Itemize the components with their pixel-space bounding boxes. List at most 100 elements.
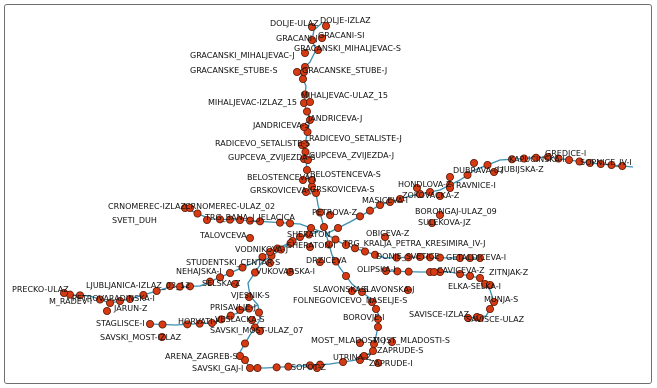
route-stop-marker[interactable] — [217, 315, 226, 324]
stop-selska-z-marker[interactable] — [230, 279, 239, 288]
stop-zaprude-s-marker[interactable] — [368, 346, 377, 355]
route-stop-marker[interactable] — [341, 271, 350, 280]
route-stop-marker[interactable] — [244, 304, 253, 313]
stop-folnegovicevo-naselje-s-marker[interactable] — [367, 297, 376, 306]
route-stop-marker[interactable] — [350, 244, 359, 253]
route-stop-marker[interactable] — [357, 287, 366, 296]
route-stop-marker[interactable] — [393, 267, 402, 276]
route-stop-marker[interactable] — [465, 253, 474, 262]
stop-gredice-i-marker[interactable] — [544, 152, 553, 161]
stop-crnomerec-ulaz-02-marker[interactable] — [185, 203, 194, 212]
route-stop-marker[interactable] — [285, 219, 294, 228]
route-stop-marker[interactable] — [565, 155, 574, 164]
route-stop-marker[interactable] — [276, 245, 285, 254]
stop-grskoviceva-j-marker[interactable] — [301, 187, 310, 196]
stop-vukovarska-i-marker[interactable] — [285, 267, 294, 276]
route-stop-marker[interactable] — [272, 363, 281, 372]
stop-hondlova-z-marker[interactable] — [412, 183, 421, 192]
stop-sopnice-iv-i-marker[interactable] — [586, 158, 595, 167]
route-stop-marker[interactable] — [455, 253, 464, 262]
stop-savski-most-ulaz-07-marker[interactable] — [255, 326, 264, 335]
stop-studentski-centar-s-marker[interactable] — [265, 258, 274, 267]
stop-utrina-z-marker[interactable] — [355, 355, 364, 364]
stop-slavonska-j-marker[interactable] — [403, 285, 412, 294]
route-stop-marker[interactable] — [365, 206, 374, 215]
route-stop-marker[interactable] — [338, 357, 347, 366]
route-stop-marker[interactable] — [554, 154, 563, 163]
stop-most-mladosti-s-marker[interactable] — [387, 337, 396, 346]
route-stop-marker[interactable] — [298, 75, 307, 84]
stop-ljubljanica-izlaz-03-12-marker[interactable] — [165, 281, 174, 290]
stop-nehajska-i-marker[interactable] — [225, 268, 234, 277]
stop-zokovacka-z-marker[interactable] — [435, 191, 444, 200]
stop-belostenceva-j-marker[interactable] — [298, 175, 307, 184]
route-stop-marker[interactable] — [195, 319, 204, 328]
route-stop-marker[interactable] — [520, 154, 529, 163]
stop-petrova-z-marker[interactable] — [325, 210, 334, 219]
route-stop-marker[interactable] — [425, 253, 434, 262]
route-stop-marker[interactable] — [254, 308, 263, 317]
route-stop-marker[interactable] — [175, 282, 184, 291]
stop-mihaljevac-ulaz-15-marker[interactable] — [305, 98, 314, 107]
route-stop-marker[interactable] — [139, 290, 148, 299]
stop-savski-gaj-i-marker[interactable] — [245, 363, 254, 372]
route-stop-marker[interactable] — [404, 267, 413, 276]
route-stop-marker[interactable] — [284, 362, 293, 371]
route-stop-marker[interactable] — [355, 212, 364, 221]
stop-elka-selka-i-marker[interactable] — [485, 280, 494, 289]
route-stop-marker[interactable] — [607, 160, 616, 169]
route-stop-marker[interactable] — [215, 273, 224, 282]
route-stop-marker[interactable] — [225, 215, 234, 224]
stop-arena-zagreb-s-marker[interactable] — [235, 351, 244, 360]
stop-prisavlje-j-marker[interactable] — [235, 305, 244, 314]
route-stop-marker[interactable] — [76, 291, 85, 300]
route-stop-marker[interactable] — [425, 187, 434, 196]
route-stop-marker[interactable] — [116, 296, 125, 305]
stop-kapucinska-i-marker[interactable] — [469, 158, 478, 167]
stop-precko-ulaz-marker[interactable] — [60, 288, 69, 297]
stop-obiceva-z-marker[interactable] — [380, 232, 389, 241]
stop-staglisce-i-marker[interactable] — [145, 319, 154, 328]
stop-grskoviceva-s-marker[interactable] — [311, 188, 320, 197]
stop-sheraton-marker[interactable] — [295, 232, 304, 241]
stop-jarun-z-marker[interactable] — [103, 306, 112, 315]
stop-ravnice-i-marker[interactable] — [445, 183, 454, 192]
route-stop-marker[interactable] — [305, 361, 314, 370]
route-stop-marker[interactable] — [183, 320, 192, 329]
route-stop-marker[interactable] — [245, 216, 254, 225]
route-stop-marker[interactable] — [507, 155, 516, 164]
route-stop-marker[interactable] — [392, 253, 401, 262]
route-stop-marker[interactable] — [404, 253, 413, 262]
stop-trg-bana-j-jelacica-marker[interactable] — [235, 215, 244, 224]
route-stop-marker[interactable] — [250, 268, 259, 277]
stop-jandriceva-s-marker[interactable] — [299, 123, 308, 132]
route-stop-marker[interactable] — [455, 269, 464, 278]
route-stop-marker[interactable] — [253, 363, 262, 372]
stop-gracanske-stube-j-marker[interactable] — [299, 68, 308, 77]
stop-caviceva-z-marker[interactable] — [429, 267, 438, 276]
stop-gracani-j-marker[interactable] — [307, 36, 316, 45]
stop-jandriceva-j-marker[interactable] — [305, 116, 314, 125]
route-stop-marker[interactable] — [385, 197, 394, 206]
stop-savisce-izlaz-marker[interactable] — [463, 313, 472, 322]
route-stop-marker[interactable] — [152, 286, 161, 295]
route-stop-marker[interactable] — [240, 339, 249, 348]
route-stop-marker[interactable] — [255, 217, 264, 226]
route-stop-marker[interactable] — [596, 159, 605, 168]
stop-petrovaradinska-i-marker[interactable] — [126, 294, 135, 303]
stop-veslacka-s-marker[interactable] — [247, 315, 256, 324]
stop-sulekova-jz-marker[interactable] — [427, 218, 436, 227]
route-stop-marker[interactable] — [306, 223, 315, 232]
route-stop-marker[interactable] — [333, 223, 342, 232]
route-stop-marker[interactable] — [275, 218, 284, 227]
stop-gracanski-mihaljevac-s-marker[interactable] — [313, 46, 322, 55]
stop-gupceva-zvijezda-j-marker[interactable] — [303, 155, 312, 164]
stop-borongaj-ulaz-09-marker[interactable] — [435, 210, 444, 219]
route-stop-marker[interactable] — [331, 235, 340, 244]
route-stop-marker[interactable] — [238, 263, 247, 272]
route-stop-marker[interactable] — [360, 247, 369, 256]
route-stop-marker[interactable] — [215, 215, 224, 224]
stop-gracanski-mihaljevac-j-marker[interactable] — [300, 49, 309, 58]
route-stop-marker[interactable] — [435, 253, 444, 262]
